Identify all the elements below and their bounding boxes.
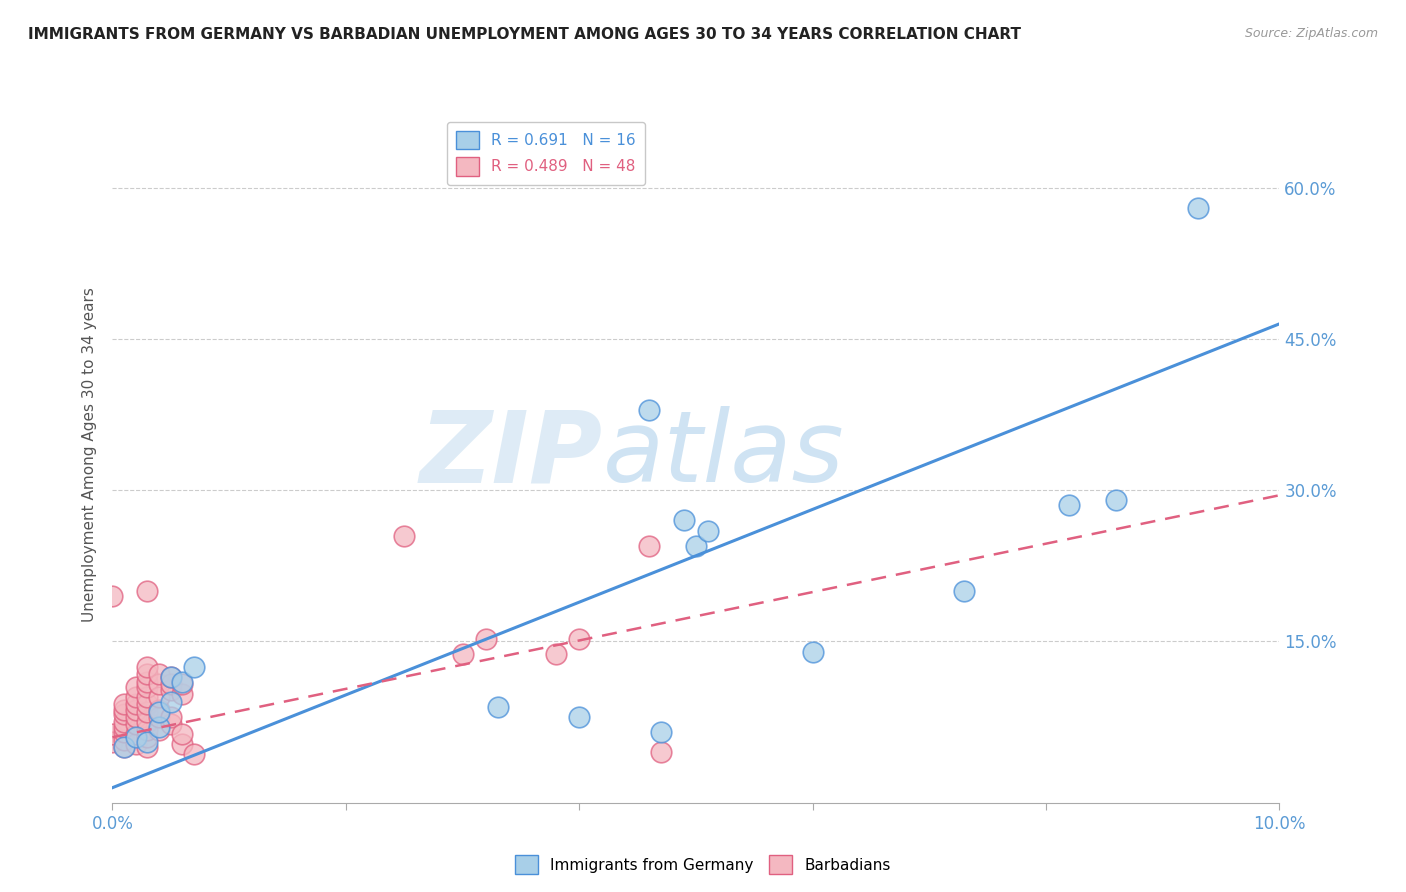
- Point: [112, 740, 135, 755]
- Point: [650, 745, 672, 759]
- Point: [1105, 493, 1128, 508]
- Point: [172, 737, 194, 751]
- Point: [172, 674, 194, 689]
- Point: [112, 720, 135, 734]
- Point: [172, 687, 194, 701]
- Legend: R = 0.691   N = 16, R = 0.489   N = 48: R = 0.691 N = 16, R = 0.489 N = 48: [447, 121, 645, 185]
- Point: [136, 674, 159, 689]
- Point: [650, 725, 672, 739]
- Point: [136, 715, 159, 730]
- Point: [148, 666, 170, 681]
- Point: [112, 725, 135, 739]
- Point: [136, 723, 159, 738]
- Point: [148, 710, 170, 724]
- Point: [136, 740, 159, 755]
- Point: [125, 690, 148, 704]
- Text: ZIP: ZIP: [419, 407, 603, 503]
- Point: [568, 710, 591, 724]
- Point: [125, 680, 148, 694]
- Point: [673, 513, 696, 527]
- Point: [1059, 499, 1081, 513]
- Point: [638, 402, 661, 417]
- Point: [392, 528, 416, 542]
- Point: [475, 632, 498, 647]
- Point: [101, 727, 124, 741]
- Point: [112, 740, 135, 755]
- Point: [136, 731, 159, 745]
- Point: [136, 735, 159, 749]
- Point: [486, 700, 509, 714]
- Legend: Immigrants from Germany, Barbadians: Immigrants from Germany, Barbadians: [509, 849, 897, 880]
- Text: atlas: atlas: [603, 407, 844, 503]
- Point: [160, 710, 183, 724]
- Point: [148, 723, 170, 738]
- Point: [125, 727, 148, 741]
- Point: [160, 677, 183, 691]
- Point: [953, 584, 976, 599]
- Point: [183, 747, 205, 762]
- Point: [160, 695, 183, 709]
- Y-axis label: Unemployment Among Ages 30 to 34 years: Unemployment Among Ages 30 to 34 years: [82, 287, 97, 623]
- Point: [148, 705, 170, 719]
- Point: [125, 717, 148, 731]
- Point: [148, 677, 170, 691]
- Point: [136, 584, 159, 599]
- Point: [160, 670, 183, 684]
- Point: [112, 703, 135, 717]
- Point: [451, 647, 474, 661]
- Text: Source: ZipAtlas.com: Source: ZipAtlas.com: [1244, 27, 1378, 40]
- Point: [112, 733, 135, 747]
- Point: [125, 710, 148, 724]
- Point: [112, 697, 135, 711]
- Point: [101, 735, 124, 749]
- Point: [101, 589, 124, 603]
- Text: IMMIGRANTS FROM GERMANY VS BARBADIAN UNEMPLOYMENT AMONG AGES 30 TO 34 YEARS CORR: IMMIGRANTS FROM GERMANY VS BARBADIAN UNE…: [28, 27, 1021, 42]
- Point: [696, 524, 718, 538]
- Point: [183, 659, 205, 673]
- Point: [136, 705, 159, 719]
- Point: [112, 715, 135, 730]
- Point: [148, 703, 170, 717]
- Point: [112, 707, 135, 722]
- Point: [638, 539, 661, 553]
- Point: [136, 666, 159, 681]
- Point: [160, 717, 183, 731]
- Point: [148, 690, 170, 704]
- Point: [172, 727, 194, 741]
- Point: [136, 659, 159, 673]
- Point: [136, 680, 159, 694]
- Point: [1187, 201, 1209, 215]
- Point: [125, 737, 148, 751]
- Point: [160, 682, 183, 697]
- Point: [136, 697, 159, 711]
- Point: [136, 690, 159, 704]
- Point: [125, 697, 148, 711]
- Point: [568, 632, 591, 647]
- Point: [544, 647, 567, 661]
- Point: [172, 677, 194, 691]
- Point: [125, 703, 148, 717]
- Point: [148, 720, 170, 734]
- Point: [801, 644, 824, 658]
- Point: [685, 539, 707, 553]
- Point: [125, 731, 148, 745]
- Point: [160, 670, 183, 684]
